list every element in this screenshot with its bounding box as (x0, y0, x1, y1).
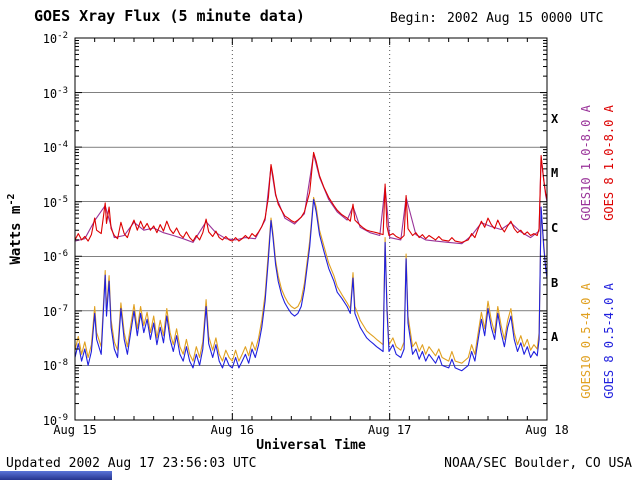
y-tick-label: 10-2 (42, 31, 68, 46)
y-tick-label: 10-5 (42, 194, 68, 210)
y-tick-label: 10-9 (42, 413, 68, 428)
series-goes10-0-5-4-0-a (74, 196, 548, 364)
x-tick-label: Aug 15 (53, 423, 97, 437)
y-tick-label: 10-3 (42, 85, 68, 101)
y-tick-label: 10-8 (42, 358, 68, 374)
legend-label-goes-8-1-0-8-0-a: GOES 8 1.0-8.0 A (602, 105, 616, 221)
x-tick-label: Aug 18 (525, 423, 569, 437)
series-goes-8-0-5-4-0-a (74, 198, 548, 372)
begin-value: 2002 Aug 15 0000 UTC (446, 11, 604, 26)
legend-label-goes10-1-0-8-0-a: GOES10 1.0-8.0 A (579, 105, 593, 221)
begin-label: Begin: (390, 11, 437, 26)
flare-class-label-x: X (551, 111, 559, 126)
flare-class-label-a: A (551, 330, 559, 345)
flare-class-label-c: C (551, 221, 559, 235)
page-title: GOES Xray Flux (5 minute data) (34, 7, 305, 25)
x-axis-title: Universal Time (256, 438, 366, 453)
y-axis-title-text: Watts m (7, 205, 24, 265)
x-tick-label: Aug 17 (367, 423, 412, 437)
series-goes-8-1-0-8-0-a (74, 151, 548, 243)
flare-class-label-b: B (551, 275, 559, 290)
legend-label-goes10-0-5-4-0-a: GOES10 0.5-4.0 A (579, 283, 593, 399)
updated-timestamp: Updated 2002 Aug 17 23:56:03 UTC (6, 456, 257, 471)
x-tick-label: Aug 16 (210, 423, 255, 437)
y-tick-label: 10-7 (42, 303, 68, 319)
legend-label-goes-8-0-5-4-0-a: GOES 8 0.5-4.0 A (602, 283, 616, 399)
begin-timestamp: Begin: 2002 Aug 15 0000 UTC (390, 11, 604, 26)
window-fragment (0, 471, 112, 480)
y-axis-title-exponent: -2 (6, 193, 18, 206)
y-tick-label: 10-4 (42, 140, 68, 156)
credit-text: NOAA/SEC Boulder, CO USA (444, 456, 632, 471)
y-axis-title: Watts m-2 (6, 193, 24, 264)
flare-class-label-m: M (551, 166, 559, 181)
y-tick-label: 10-6 (42, 249, 68, 265)
